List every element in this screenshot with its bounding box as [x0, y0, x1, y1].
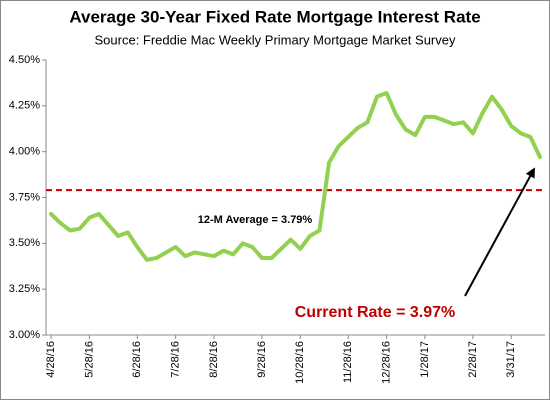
y-tick-label: 4.50%: [9, 54, 40, 66]
x-tick-label: 12/28/16: [380, 341, 392, 384]
y-tick-label: 4.25%: [9, 100, 40, 112]
x-tick-label: 11/28/16: [342, 341, 354, 383]
chart-subtitle: Source: Freddie Mac Weekly Primary Mortg…: [95, 32, 456, 47]
y-tick-label: 3.00%: [9, 329, 40, 341]
x-tick-label: 10/28/16: [294, 341, 306, 384]
annotation: Current Rate = 3.97%: [295, 304, 456, 321]
x-tick-label: 2/28/17: [467, 341, 479, 378]
x-tick-label: 6/28/16: [131, 341, 143, 378]
series-line: [49, 91, 542, 262]
chart-title: Average 30-Year Fixed Rate Mortgage Inte…: [69, 7, 480, 26]
y-tick-label: 3.50%: [9, 237, 40, 249]
annotation-arrow: [464, 167, 535, 297]
average-label: 12-M Average = 3.79%: [198, 214, 313, 226]
x-tick-label: 5/28/16: [83, 341, 95, 378]
x-tick-label: 1/28/17: [419, 341, 431, 378]
x-tick-label: 3/31/17: [505, 341, 517, 378]
y-tick-label: 3.25%: [9, 283, 40, 295]
y-tick-label: 4.00%: [9, 146, 40, 158]
y-tick-label: 3.75%: [9, 191, 40, 203]
x-tick-label: 7/28/16: [170, 341, 182, 378]
x-tick-label: 4/28/16: [45, 341, 57, 378]
x-tick-label: 9/28/16: [256, 341, 268, 378]
x-tick-label: 8/28/16: [208, 341, 220, 378]
